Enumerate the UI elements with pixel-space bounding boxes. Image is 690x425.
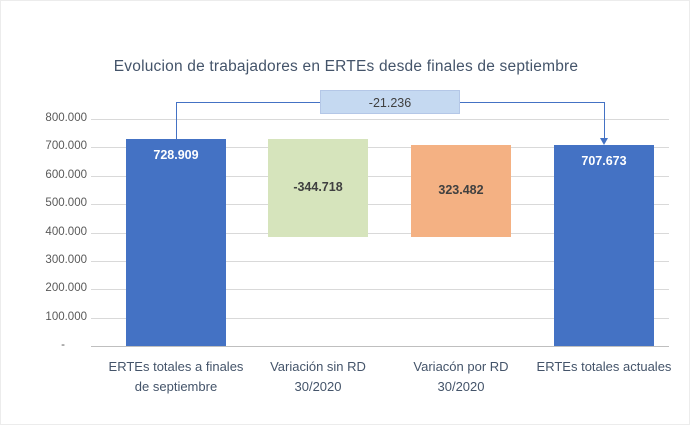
category-label-line: 30/2020 xyxy=(294,379,342,394)
bar-value-label: 728.909 xyxy=(153,148,199,163)
category-label-line: Variacón por RD xyxy=(413,359,509,374)
bar-value-label: 323.482 xyxy=(438,183,484,198)
category-label-line: Variación sin RD xyxy=(270,359,366,374)
gridline xyxy=(91,119,669,120)
y-axis-tick-label: 100.000 xyxy=(45,310,87,323)
category-label-line: ERTEs totales actuales xyxy=(536,359,672,374)
gridline xyxy=(91,317,669,319)
bar-3 xyxy=(411,145,511,237)
category-label: ERTEs totales actuales xyxy=(519,357,689,377)
y-axis-tick-label: 300.000 xyxy=(45,253,87,266)
category-label: ERTEs totales a finales de septiembre xyxy=(91,357,261,397)
connector-line-left xyxy=(176,102,177,140)
bar-4 xyxy=(554,145,654,346)
bar-2 xyxy=(268,139,368,237)
bar-1 xyxy=(126,139,226,346)
y-axis-tick-label: 200.000 xyxy=(45,282,87,295)
chart-title: Evolucion de trabajadores en ERTEs desde… xyxy=(113,58,579,75)
bar-value-label: -344.718 xyxy=(293,180,343,195)
y-axis-tick-label: 500.000 xyxy=(45,197,87,210)
y-axis-tick-label: 600.000 xyxy=(45,168,87,181)
gridline xyxy=(91,260,669,262)
gridline xyxy=(91,175,669,177)
gridline xyxy=(91,346,669,347)
connector-label-box: -21.236 xyxy=(320,90,460,114)
gridline xyxy=(91,204,669,206)
gridline xyxy=(91,232,669,234)
category-label: Variación sin RD 30/2020 xyxy=(233,357,403,397)
category-label-line: de septiembre xyxy=(134,379,218,394)
y-axis-tick-label: 400.000 xyxy=(45,225,87,238)
connector-line-right xyxy=(604,102,605,140)
gridline xyxy=(91,147,669,149)
y-axis-tick-label: 800.000 xyxy=(45,112,87,124)
category-label: Variacón por RD 30/2020 xyxy=(376,357,546,397)
connector-arrowhead-icon xyxy=(600,138,608,146)
y-axis-tick-label: 700.000 xyxy=(45,140,87,153)
bar-value-label: 707.673 xyxy=(581,154,627,169)
category-label-line: ERTEs totales a finales xyxy=(108,359,244,374)
category-label-line: 30/2020 xyxy=(437,379,485,394)
y-axis-tick-label: - xyxy=(61,339,65,351)
gridline xyxy=(91,289,669,291)
